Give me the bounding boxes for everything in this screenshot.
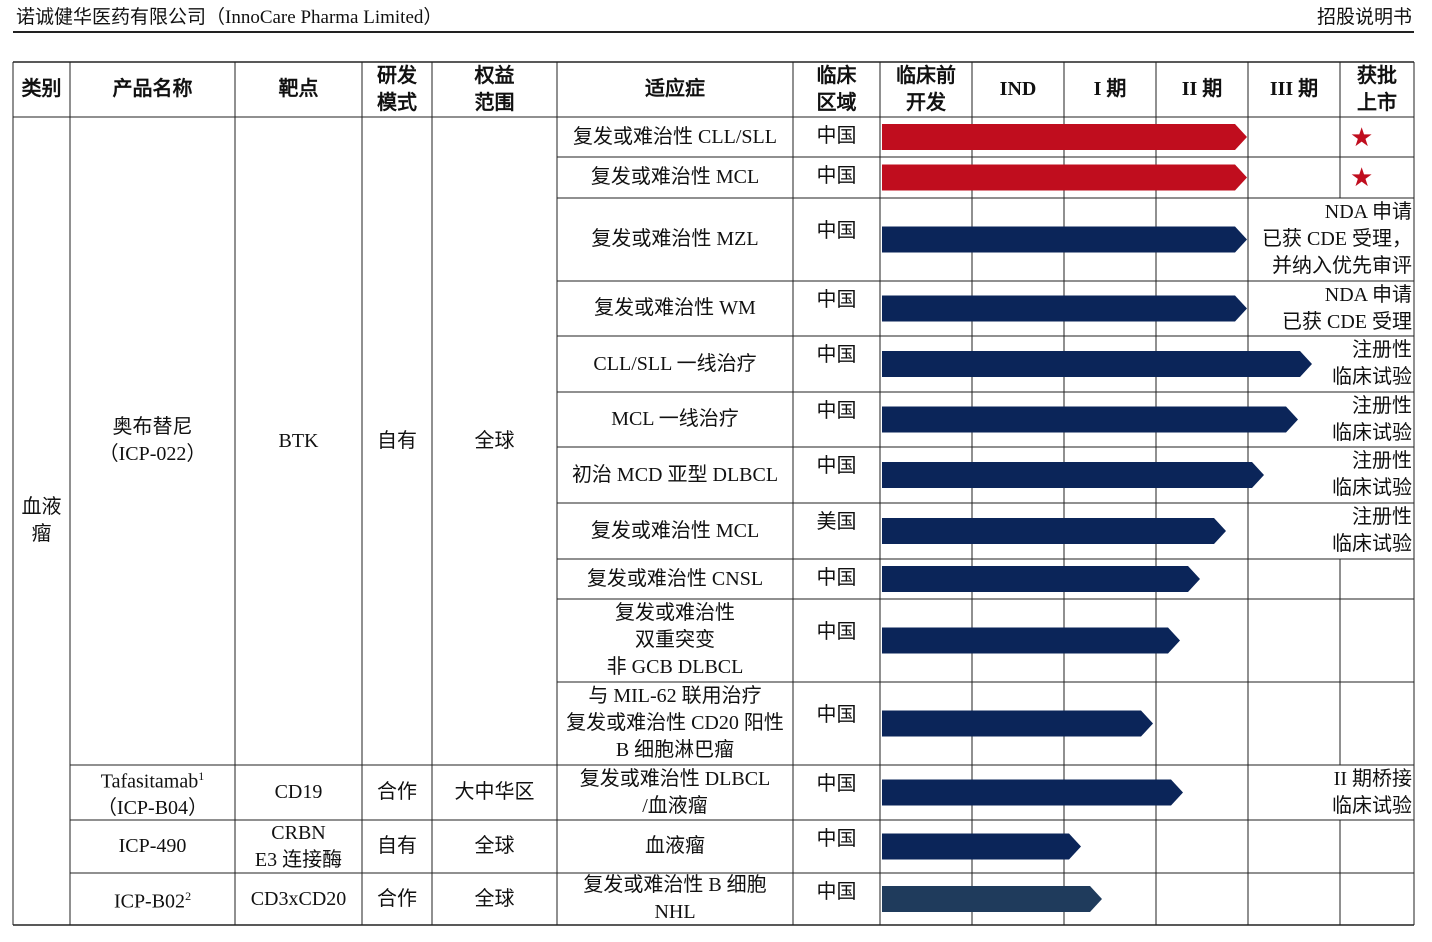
- indication: 复发或难治性 MCL: [590, 166, 760, 188]
- region: 中国: [816, 400, 857, 422]
- progress-arrow: [882, 164, 1247, 191]
- progress-arrow: [882, 518, 1226, 544]
- region: 中国: [816, 219, 857, 242]
- column-header: I 期: [1093, 78, 1127, 100]
- region: 中国: [816, 620, 857, 643]
- indication: 复发或难治性 MCL: [590, 519, 760, 542]
- product-name: ICP-490: [70, 820, 235, 873]
- status-note: 注册性 临床试验: [1332, 394, 1412, 444]
- category: 血液 瘤: [21, 496, 62, 545]
- indication: 初治 MCD 亚型 DLBCL: [571, 463, 779, 486]
- column-header: 获批 上市: [1357, 64, 1397, 114]
- rights: 全球: [474, 887, 515, 910]
- status-note: 注册性 临床试验: [1332, 506, 1412, 555]
- footnote: 1: [198, 768, 205, 783]
- indication: 复发或难治性 DLBCL /血液瘤: [579, 767, 771, 817]
- region: 中国: [816, 165, 857, 187]
- product-name: ICP-B022: [70, 873, 235, 925]
- progress-arrow: [882, 295, 1247, 322]
- product-title: ICP-B02: [113, 890, 186, 913]
- header-company: 诺诚健华医药有限公司（InnoCare Pharma Limited）: [16, 6, 443, 28]
- target: CRBN E3 连接酶: [254, 821, 343, 871]
- indication: 与 MIL-62 联用治疗 复发或难治性 CD20 阳性 B 细胞淋巴瘤: [566, 685, 784, 761]
- mode: 自有: [377, 835, 417, 857]
- column-header: 权益 范围: [474, 64, 515, 114]
- product-line: ICP-B022: [114, 883, 191, 916]
- footnote: 2: [185, 888, 192, 903]
- region: 中国: [816, 828, 857, 850]
- region: 中国: [816, 881, 857, 903]
- indication: 复发或难治性 双重突变 非 GCB DLBCL: [606, 602, 744, 678]
- product-title: ICP-490: [118, 835, 187, 857]
- column-header: 类别: [21, 78, 62, 100]
- indication: 复发或难治性 B 细胞 NHL: [583, 874, 767, 923]
- indication: MCL 一线治疗: [611, 408, 739, 430]
- progress-arrow: [882, 779, 1183, 806]
- product-code: （ICP-022）: [98, 443, 207, 465]
- column-header: 适应症: [645, 78, 705, 100]
- indication: 复发或难治性 CLL/SLL: [573, 125, 777, 148]
- progress-arrow: [882, 627, 1180, 654]
- target: CD3xCD20: [250, 887, 347, 910]
- region: 中国: [816, 344, 857, 366]
- product-name: 奥布替尼 （ICP-022）: [70, 117, 235, 765]
- target: CD19: [274, 781, 323, 803]
- progress-arrow: [882, 406, 1298, 433]
- product-name: Tafasitamab1 （ICP-B04）: [70, 765, 235, 820]
- product-line: Tafasitamab1: [101, 763, 204, 796]
- column-header: 临床前 开发: [896, 64, 956, 114]
- rights: 全球: [474, 835, 515, 857]
- approval-star: ★: [1350, 122, 1374, 152]
- column-header: 靶点: [278, 78, 319, 100]
- column-header: III 期: [1269, 78, 1319, 100]
- indication: 血液瘤: [645, 835, 705, 857]
- progress-arrow: [882, 124, 1247, 150]
- status-note: 注册性 临床试验: [1332, 450, 1412, 499]
- column-header: II 期: [1181, 78, 1223, 100]
- product-title: Tafasitamab: [100, 770, 199, 793]
- progress-arrow: [882, 710, 1153, 737]
- region: 中国: [816, 125, 857, 147]
- column-header: 研发 模式: [377, 64, 417, 114]
- product-line: 奥布替尼: [113, 414, 193, 441]
- column-header: 产品名称: [112, 78, 193, 100]
- rights: 大中华区: [454, 781, 535, 803]
- status-note: NDA 申请 已获 CDE 受理， 并纳入优先审评: [1262, 201, 1412, 277]
- progress-arrow: [882, 226, 1247, 253]
- product-title: 奥布替尼: [112, 416, 193, 438]
- progress-arrow: [882, 462, 1264, 488]
- progress-arrow: [882, 351, 1312, 377]
- region: 中国: [816, 703, 857, 726]
- mode: 合作: [377, 887, 417, 910]
- mode: 自有: [377, 429, 417, 452]
- header-document: 招股说明书: [1316, 6, 1412, 28]
- region: 美国: [816, 511, 857, 533]
- indication: 复发或难治性 CNSL: [586, 567, 764, 590]
- product-code: （ICP-B04）: [96, 797, 209, 820]
- approval-star: ★: [1350, 163, 1374, 192]
- mode: 合作: [377, 781, 417, 803]
- product-line: ICP-490: [119, 833, 187, 860]
- column-header: IND: [999, 78, 1037, 100]
- column-header: 临床 区域: [816, 64, 857, 114]
- region: 中国: [816, 455, 857, 477]
- region: 中国: [816, 773, 857, 795]
- region: 中国: [816, 289, 857, 311]
- status-note: 注册性 临床试验: [1332, 339, 1412, 388]
- progress-arrow: [882, 833, 1081, 860]
- indication: CLL/SLL 一线治疗: [593, 352, 757, 375]
- region: 中国: [816, 567, 857, 589]
- indication: 复发或难治性 MZL: [591, 228, 759, 250]
- status-note: NDA 申请 已获 CDE 受理: [1282, 283, 1412, 333]
- progress-arrow: [882, 886, 1102, 912]
- progress-arrow: [882, 566, 1200, 592]
- indication: 复发或难治性 WM: [594, 297, 756, 319]
- rights: 全球: [474, 429, 515, 452]
- status-note: II 期桥接 临床试验: [1332, 767, 1412, 817]
- target: BTK: [278, 429, 319, 452]
